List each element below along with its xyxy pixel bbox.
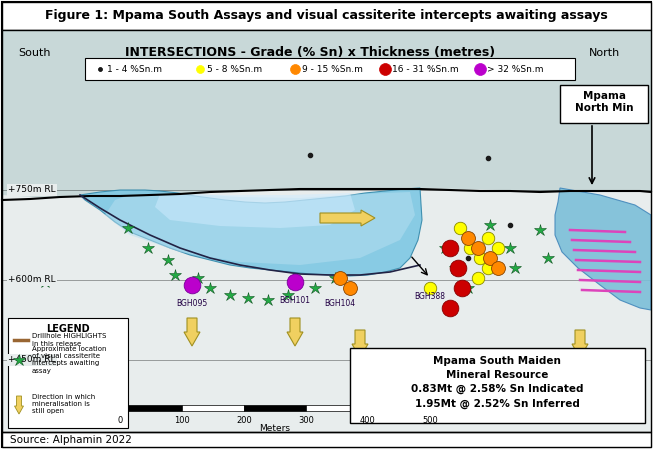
FancyArrow shape — [320, 210, 375, 226]
Text: BGH388: BGH388 — [415, 292, 445, 301]
Text: 16 - 31 %Sn.m: 16 - 31 %Sn.m — [392, 65, 458, 74]
FancyArrow shape — [287, 318, 303, 346]
Polygon shape — [555, 188, 651, 310]
Text: 500: 500 — [422, 416, 438, 425]
Text: North: North — [589, 48, 620, 58]
Bar — [8, 318, 128, 428]
Bar — [182, 405, 244, 411]
Text: Mpama South Maiden
Mineral Resource
0.83Mt @ 2.58% Sn Indicated
1.95Mt @ 2.52% S: Mpama South Maiden Mineral Resource 0.83… — [411, 356, 583, 409]
Text: INTERSECTIONS - Grade (% Sn) x Thickness (metres): INTERSECTIONS - Grade (% Sn) x Thickness… — [125, 46, 495, 59]
Text: Mpama
North Min: Mpama North Min — [575, 91, 633, 113]
Bar — [2, 30, 651, 432]
Text: Direction in which
mineralisation is
still open: Direction in which mineralisation is sti… — [32, 394, 95, 414]
FancyArrow shape — [352, 330, 368, 358]
Text: +750m RL: +750m RL — [8, 185, 56, 194]
Text: 400: 400 — [360, 416, 376, 425]
Polygon shape — [155, 193, 355, 228]
Text: Approximate location
of visual cassiterite
intercepts awaiting
assay: Approximate location of visual cassiteri… — [32, 347, 106, 374]
Polygon shape — [105, 192, 415, 265]
Bar — [120, 405, 182, 411]
Text: Drillhole HIGHLIGHTS
in this release: Drillhole HIGHLIGHTS in this release — [32, 334, 106, 347]
Bar — [560, 85, 648, 123]
Text: BGH104: BGH104 — [325, 299, 356, 308]
Polygon shape — [80, 188, 422, 276]
Text: +450m RL: +450m RL — [8, 356, 56, 365]
Bar — [85, 58, 575, 80]
Text: BGH101: BGH101 — [279, 296, 310, 305]
Text: 200: 200 — [236, 416, 252, 425]
FancyArrow shape — [572, 330, 588, 358]
Bar — [2, 2, 651, 30]
Bar — [306, 405, 368, 411]
Text: 300: 300 — [298, 416, 314, 425]
Polygon shape — [2, 30, 651, 198]
FancyArrow shape — [14, 396, 24, 414]
Text: Source: Alphamin 2022: Source: Alphamin 2022 — [10, 435, 132, 445]
Text: 100: 100 — [174, 416, 190, 425]
Text: BGH095: BGH095 — [176, 299, 208, 308]
Text: Meters: Meters — [259, 424, 291, 433]
Text: Figure 1: Mpama South Assays and visual cassiterite intercepts awaiting assays: Figure 1: Mpama South Assays and visual … — [44, 9, 607, 22]
Text: LEGEND: LEGEND — [46, 324, 90, 334]
Text: +600m RL: +600m RL — [8, 276, 56, 285]
FancyArrow shape — [184, 318, 200, 346]
Text: South: South — [18, 48, 50, 58]
Text: 1 - 4 %Sn.m: 1 - 4 %Sn.m — [107, 65, 162, 74]
Text: 5 - 8 %Sn.m: 5 - 8 %Sn.m — [207, 65, 262, 74]
Bar — [244, 405, 306, 411]
Text: 9 - 15 %Sn.m: 9 - 15 %Sn.m — [302, 65, 363, 74]
Text: > 32 %Sn.m: > 32 %Sn.m — [487, 65, 543, 74]
Bar — [2, 30, 651, 432]
Bar — [368, 405, 430, 411]
Text: 0: 0 — [118, 416, 123, 425]
Bar — [350, 348, 645, 423]
Bar — [2, 432, 651, 447]
